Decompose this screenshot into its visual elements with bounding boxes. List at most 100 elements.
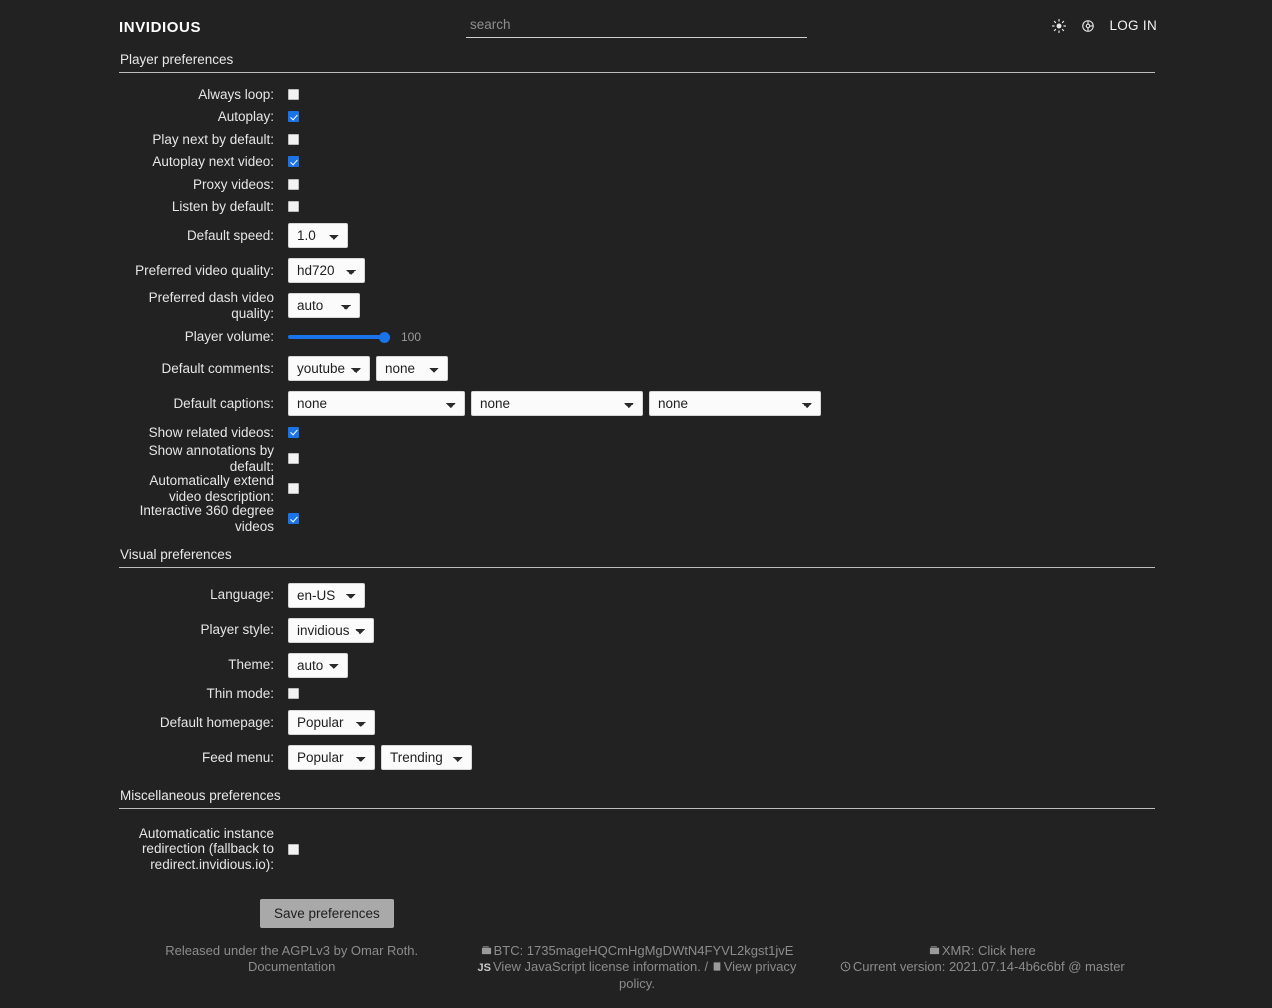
label-autoplay-next-video: Autoplay next video: bbox=[152, 154, 274, 169]
login-link[interactable]: LOG IN bbox=[1109, 18, 1157, 33]
row-default-homepage: Default homepage: Popular bbox=[119, 705, 1155, 740]
row-show-annotations: Show annotations by default: bbox=[119, 443, 1155, 474]
select-default-homepage[interactable]: Popular bbox=[288, 710, 375, 735]
document-icon bbox=[712, 961, 722, 972]
checkbox-always-loop[interactable] bbox=[288, 88, 299, 100]
label-thin-mode: Thin mode: bbox=[206, 686, 274, 701]
checkbox-interactive-360[interactable] bbox=[288, 513, 299, 524]
row-auto-extend-description: Automatically extend video description: bbox=[119, 473, 1155, 504]
checkbox-thin-mode[interactable] bbox=[288, 688, 299, 700]
footer-center: BTC: 1735mageHQCmHgMgDWtN4FYVL2kgst1jvE … bbox=[464, 938, 809, 997]
label-autoplay: Autoplay: bbox=[217, 109, 274, 124]
footer-right: XMR: Click here Current version: 2021.07… bbox=[810, 938, 1155, 997]
label-preferred-dash-video-quality: Preferred dash video quality: bbox=[148, 290, 274, 321]
select-theme[interactable]: auto bbox=[288, 652, 348, 678]
label-preferred-video-quality: Preferred video quality: bbox=[135, 262, 274, 278]
select-default-comments-primary[interactable]: youtube bbox=[288, 356, 370, 381]
checkbox-auto-extend-description[interactable] bbox=[288, 483, 299, 494]
row-preferred-dash-video-quality: Preferred dash video quality: auto bbox=[119, 288, 1155, 323]
preferences-page: Player preferences Always loop: Autoplay… bbox=[0, 52, 1272, 928]
row-listen-by-default: Listen by default: bbox=[119, 196, 1155, 219]
row-feed-menu: Feed menu: Popular Trending bbox=[119, 740, 1155, 775]
row-default-comments: Default comments: youtube none bbox=[119, 351, 1155, 386]
section-title-misc: Miscellaneous preferences bbox=[120, 788, 281, 803]
row-player-volume: Player volume: 100 bbox=[119, 323, 1155, 351]
label-language: Language: bbox=[210, 587, 274, 603]
row-autoplay: Autoplay: bbox=[119, 106, 1155, 129]
label-listen-by-default: Listen by default: bbox=[171, 199, 274, 214]
label-player-volume: Player volume: bbox=[184, 329, 274, 345]
slider-player-volume[interactable] bbox=[288, 331, 390, 343]
label-default-homepage: Default homepage: bbox=[159, 714, 274, 730]
row-language: Language: en-US bbox=[119, 578, 1155, 613]
checkbox-show-annotations[interactable] bbox=[288, 453, 299, 464]
row-interactive-360: Interactive 360 degree videos bbox=[119, 503, 1155, 534]
section-divider-misc bbox=[119, 808, 1155, 809]
row-always-loop: Always loop: bbox=[119, 83, 1155, 106]
checkbox-autoplay-next-video[interactable] bbox=[288, 156, 299, 168]
github-icon bbox=[840, 961, 851, 972]
search-input[interactable] bbox=[466, 17, 807, 38]
select-player-style[interactable]: invidious bbox=[288, 617, 374, 643]
search-bar bbox=[466, 16, 807, 38]
row-theme: Theme: auto bbox=[119, 648, 1155, 683]
select-preferred-video-quality[interactable]: hd720 bbox=[288, 258, 365, 283]
footer-btc-link[interactable]: BTC: 1735mageHQCmHgMgDWtN4FYVL2kgst1jvE bbox=[493, 943, 794, 958]
select-default-comments-secondary[interactable]: none bbox=[376, 356, 448, 381]
row-play-next-by-default: Play next by default: bbox=[119, 128, 1155, 151]
select-default-speed[interactable]: 1.0 bbox=[288, 223, 348, 248]
section-divider-visual bbox=[119, 566, 1155, 568]
checkbox-play-next-by-default[interactable] bbox=[288, 133, 299, 145]
navbar: INVIDIOUS bbox=[0, 0, 1272, 52]
label-default-captions: Default captions: bbox=[173, 395, 274, 411]
section-divider-player bbox=[119, 72, 1155, 73]
footer-separator: / bbox=[700, 958, 712, 974]
label-feed-menu: Feed menu: bbox=[201, 749, 274, 765]
brand-logo[interactable]: INVIDIOUS bbox=[119, 19, 202, 36]
row-preferred-video-quality: Preferred video quality: hd720 bbox=[119, 253, 1155, 288]
label-default-speed: Default speed: bbox=[186, 227, 274, 243]
sun-icon[interactable] bbox=[1051, 18, 1066, 33]
select-language[interactable]: en-US bbox=[288, 582, 365, 608]
label-show-annotations: Show annotations by default: bbox=[148, 443, 274, 474]
label-theme: Theme: bbox=[228, 657, 274, 673]
footer-btc-line: BTC: 1735mageHQCmHgMgDWtN4FYVL2kgst1jvE bbox=[472, 943, 801, 959]
select-default-captions-2[interactable]: none bbox=[471, 391, 643, 416]
row-thin-mode: Thin mode: bbox=[119, 683, 1155, 706]
footer-version-link[interactable]: Current version: 2021.07.14-4b6c6bf @ ma… bbox=[852, 958, 1125, 974]
label-auto-extend-description: Automatically extend video description: bbox=[149, 473, 274, 504]
footer-xmr-link[interactable]: XMR: Click here bbox=[941, 943, 1036, 958]
select-default-captions-3[interactable]: none bbox=[649, 391, 821, 416]
select-feed-menu-1[interactable]: Popular bbox=[288, 745, 375, 770]
label-interactive-360: Interactive 360 degree videos bbox=[139, 503, 274, 534]
section-title-visual: Visual preferences bbox=[120, 546, 232, 562]
player-volume-value: 100 bbox=[401, 330, 422, 344]
footer-xmr-line: XMR: Click here bbox=[818, 943, 1147, 959]
footer-documentation-link[interactable]: Documentation bbox=[247, 958, 336, 974]
preferences-container: Player preferences Always loop: Autoplay… bbox=[119, 52, 1155, 928]
row-autoplay-next-video: Autoplay next video: bbox=[119, 151, 1155, 174]
section-title-player: Player preferences bbox=[120, 52, 234, 67]
footer-version-line: Current version: 2021.07.14-4b6c6bf @ ma… bbox=[818, 959, 1147, 975]
footer-privacy-link[interactable]: View privacy policy. bbox=[619, 958, 797, 992]
checkbox-show-related-videos[interactable] bbox=[288, 426, 299, 438]
footer-license-text: Released under the AGPLv3 by Omar Roth. bbox=[165, 943, 419, 958]
label-player-style: Player style: bbox=[200, 622, 274, 638]
checkbox-listen-by-default[interactable] bbox=[288, 201, 299, 213]
checkbox-autoplay[interactable] bbox=[288, 111, 299, 123]
checkbox-proxy-videos[interactable] bbox=[288, 178, 299, 190]
checkbox-automatic-instance-redirection[interactable] bbox=[288, 843, 299, 855]
navbar-actions: LOG IN bbox=[1051, 18, 1157, 33]
gear-icon[interactable] bbox=[1080, 18, 1095, 33]
wallet-icon bbox=[481, 945, 492, 956]
row-automatic-instance-redirection: Automaticatic instance redirection (fall… bbox=[119, 819, 1155, 879]
save-preferences-button[interactable]: Save preferences bbox=[260, 899, 394, 928]
select-feed-menu-2[interactable]: Trending bbox=[381, 745, 472, 770]
footer-js-line: JS View JavaScript license information. /… bbox=[472, 959, 801, 992]
select-preferred-dash-video-quality[interactable]: auto bbox=[288, 293, 360, 318]
label-proxy-videos: Proxy videos: bbox=[192, 176, 274, 192]
save-row: Save preferences bbox=[119, 899, 1155, 928]
row-proxy-videos: Proxy videos: bbox=[119, 173, 1155, 196]
footer-js-license-link[interactable]: View JavaScript license information. bbox=[493, 958, 701, 974]
select-default-captions-1[interactable]: none bbox=[288, 391, 465, 416]
